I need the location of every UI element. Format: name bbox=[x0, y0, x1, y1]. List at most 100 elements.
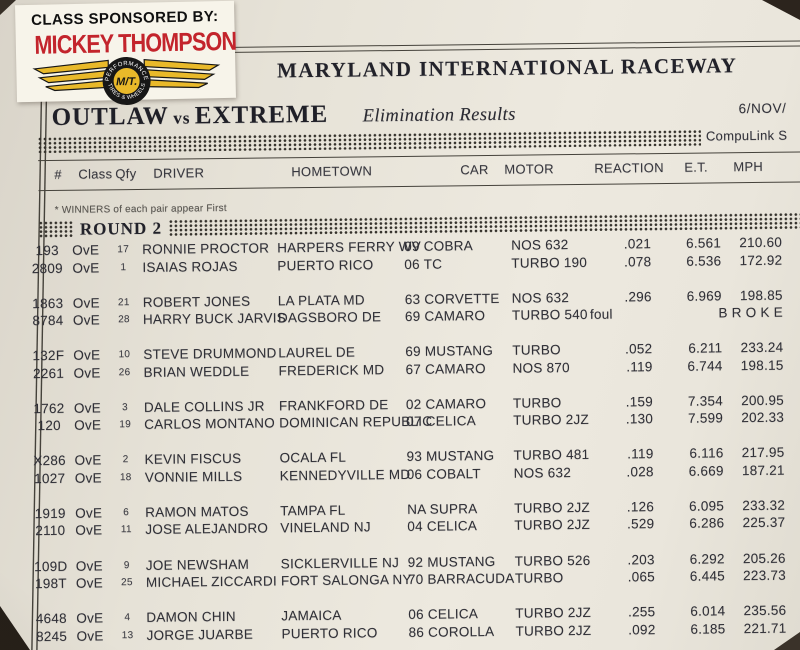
cell-qty: 25 bbox=[121, 577, 133, 589]
column-label-reaction: REACTION bbox=[594, 159, 664, 176]
cell-num: 1863 bbox=[32, 295, 64, 311]
cell-driver: BRIAN WEDDLE bbox=[143, 363, 250, 380]
cell-driver: DALE COLLINS JR bbox=[143, 398, 265, 415]
cell-cls: OvE bbox=[75, 557, 103, 574]
column-label-hometown: HOMETOWN bbox=[291, 163, 373, 180]
cell-mph: 187.21 bbox=[741, 462, 785, 479]
cell-hometown: FORT SALONGA NY bbox=[280, 571, 412, 589]
cell-reaction: .028 bbox=[626, 464, 654, 480]
cell-cls: OvE bbox=[75, 575, 104, 591]
dotted-divider bbox=[38, 220, 74, 239]
cell-num: 2261 bbox=[32, 365, 65, 381]
cell-reaction: foul bbox=[589, 306, 613, 322]
cell-num: 2110 bbox=[35, 523, 66, 539]
cell-reaction: .119 bbox=[626, 358, 653, 375]
cell-mph: 198.85 bbox=[739, 287, 783, 303]
cell-driver: JORGE JUARBE bbox=[146, 626, 254, 643]
cell-motor: TURBO 526 bbox=[514, 552, 591, 569]
cell-qty: 3 bbox=[122, 401, 128, 413]
cell-qty: 4 bbox=[124, 612, 131, 624]
cell-num: 193 bbox=[35, 242, 59, 259]
cell-car: 06 TC bbox=[404, 256, 443, 272]
cell-hometown: JAMAICA bbox=[281, 607, 342, 624]
cell-hometown: PUERTO RICO bbox=[277, 256, 374, 273]
cell-mph: 223.73 bbox=[743, 567, 787, 584]
cell-qty: 10 bbox=[118, 349, 131, 361]
cell-motor: TURBO bbox=[512, 394, 562, 411]
cell-car: 07 CELICA bbox=[406, 413, 477, 430]
cell-driver: RAMON MATOS bbox=[145, 503, 249, 520]
cell-cls: OvE bbox=[76, 610, 104, 626]
cell-driver: VONNIE MILLS bbox=[144, 468, 243, 485]
cell-qty: 13 bbox=[121, 629, 134, 641]
timing-system-label: CompuLink S bbox=[705, 127, 788, 144]
cell-num: 1027 bbox=[34, 470, 66, 487]
cell-motor: NOS 632 bbox=[511, 237, 569, 253]
cell-driver: JOSE ALEJANDRO bbox=[145, 520, 269, 538]
cell-motor: NOS 870 bbox=[512, 359, 570, 376]
cell-motor: TURBO 481 bbox=[513, 447, 590, 464]
cell-num: 198T bbox=[34, 575, 67, 592]
cell-qty: 19 bbox=[119, 419, 132, 431]
cell-mph: 235.56 bbox=[743, 602, 787, 619]
cell-num: 109D bbox=[34, 558, 68, 574]
cell-mph: 225.37 bbox=[742, 515, 786, 531]
cell-hometown: LAUREL DE bbox=[278, 344, 356, 361]
mickey-thompson-logo-icon: PERFORMANCE TIRES & WHEELS M/T. bbox=[31, 56, 220, 105]
cell-motor: TURBO 2JZ bbox=[515, 622, 592, 639]
cell-driver: CARLOS MONTANO bbox=[144, 415, 276, 433]
column-label-qfy: Qfy bbox=[115, 165, 137, 182]
cell-reaction: .130 bbox=[625, 411, 654, 427]
results-table: 193 OvE 17 RONNIE PROCTOR HARPERS FERRY WV 09… bbox=[0, 233, 800, 650]
cell-qty: 21 bbox=[117, 296, 130, 308]
cell-cls: OvE bbox=[72, 312, 101, 328]
pair-block: 109D OvE 9 JOE NEWSHAM SICKLERVILLE NJ 92 MUS… bbox=[3, 549, 800, 593]
cell-qty: 6 bbox=[123, 507, 130, 519]
winners-note: * WINNERS of each pair appear First bbox=[54, 202, 227, 216]
cell-driver: JOE NEWSHAM bbox=[145, 556, 250, 573]
cell-mph: 233.32 bbox=[742, 497, 786, 514]
cell-num: X286 bbox=[33, 453, 66, 469]
column-label-motor: MOTOR bbox=[504, 161, 555, 177]
cell-driver: KEVIN FISCUS bbox=[144, 451, 242, 468]
cell-cls: OvE bbox=[74, 452, 102, 469]
cell-driver: ISAIAS ROJAS bbox=[142, 258, 238, 275]
cell-motor: TURBO bbox=[512, 342, 561, 358]
cell-mph: 198.15 bbox=[740, 357, 784, 373]
pair-block: 4648 OvE 4 DAMON CHIN JAMAICA 06 CELICA TURBO … bbox=[3, 602, 800, 646]
cell-car: 09 COBRA bbox=[404, 238, 474, 254]
cell-driver: MICHAEL ZICCARDI bbox=[145, 573, 278, 590]
cell-motor: TURBO 190 bbox=[511, 254, 588, 271]
cell-hometown: SICKLERVILLE NJ bbox=[280, 554, 400, 571]
cell-mph: 233.24 bbox=[740, 339, 784, 356]
cell-qty: 17 bbox=[117, 244, 130, 256]
class-title-vs: vs bbox=[173, 108, 191, 128]
report-subtitle: Elimination Results bbox=[362, 104, 516, 127]
cell-qty: 26 bbox=[118, 366, 131, 378]
cell-car: 06 CELICA bbox=[408, 606, 479, 623]
cell-car: 93 MUSTANG bbox=[406, 448, 495, 465]
cell-mph: 210.60 bbox=[739, 234, 783, 251]
cell-car: 92 MUSTANG bbox=[407, 553, 496, 570]
cell-cls: OvE bbox=[74, 470, 102, 486]
cell-hometown: OCALA FL bbox=[279, 449, 347, 466]
cell-reaction: .296 bbox=[624, 288, 652, 305]
cell-reaction: .119 bbox=[627, 446, 654, 462]
cell-num: 8245 bbox=[35, 628, 68, 644]
cell-cls: OvE bbox=[72, 242, 100, 258]
cell-car: 02 CAMARO bbox=[405, 395, 487, 412]
round-label: ROUND 2 bbox=[79, 218, 163, 239]
cell-mph: 217.95 bbox=[741, 445, 785, 461]
column-label-mph: MPH bbox=[733, 158, 764, 175]
cell-cls: OvE bbox=[75, 522, 103, 539]
cell-reaction: .126 bbox=[626, 499, 655, 515]
logo-center-disc bbox=[113, 67, 140, 94]
sponsor-sticker: CLASS SPONSORED BY: MICKEY THOMPSON PERF… bbox=[15, 0, 237, 105]
cell-num: 1762 bbox=[33, 400, 65, 416]
cell-mph: 205.26 bbox=[742, 550, 786, 566]
cell-driver: DAMON CHIN bbox=[146, 609, 236, 626]
cell-car: 06 COBALT bbox=[406, 465, 481, 482]
cell-car: 70 BARRACUDA bbox=[407, 570, 515, 587]
